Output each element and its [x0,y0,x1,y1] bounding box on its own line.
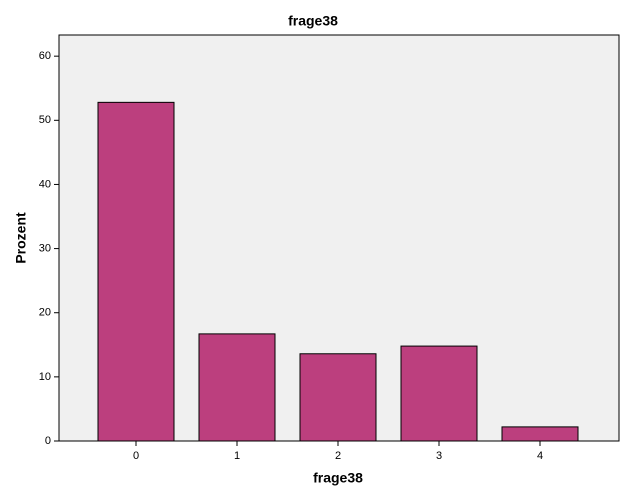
y-tick-label: 10 [39,371,51,383]
bar [97,101,175,442]
x-tick-label: 0 [133,450,139,462]
x-tick-label: 4 [537,450,543,462]
bar [501,426,579,442]
bar [400,345,478,442]
y-tick-label: 60 [39,50,51,62]
chart-title: frage38 [288,13,338,29]
x-tick-label: 1 [234,450,240,462]
bar [198,333,276,442]
y-tick-label: 50 [39,114,51,126]
y-tick-label: 20 [39,307,51,319]
bar [299,353,377,442]
x-tick-label: 2 [335,450,341,462]
x-axis-label: frage38 [313,470,363,486]
y-axis-label: Prozent [13,212,29,264]
x-tick-label: 3 [436,450,442,462]
y-tick-label: 40 [39,178,51,190]
y-tick-label: 0 [45,435,51,447]
y-tick-label: 30 [39,242,51,254]
